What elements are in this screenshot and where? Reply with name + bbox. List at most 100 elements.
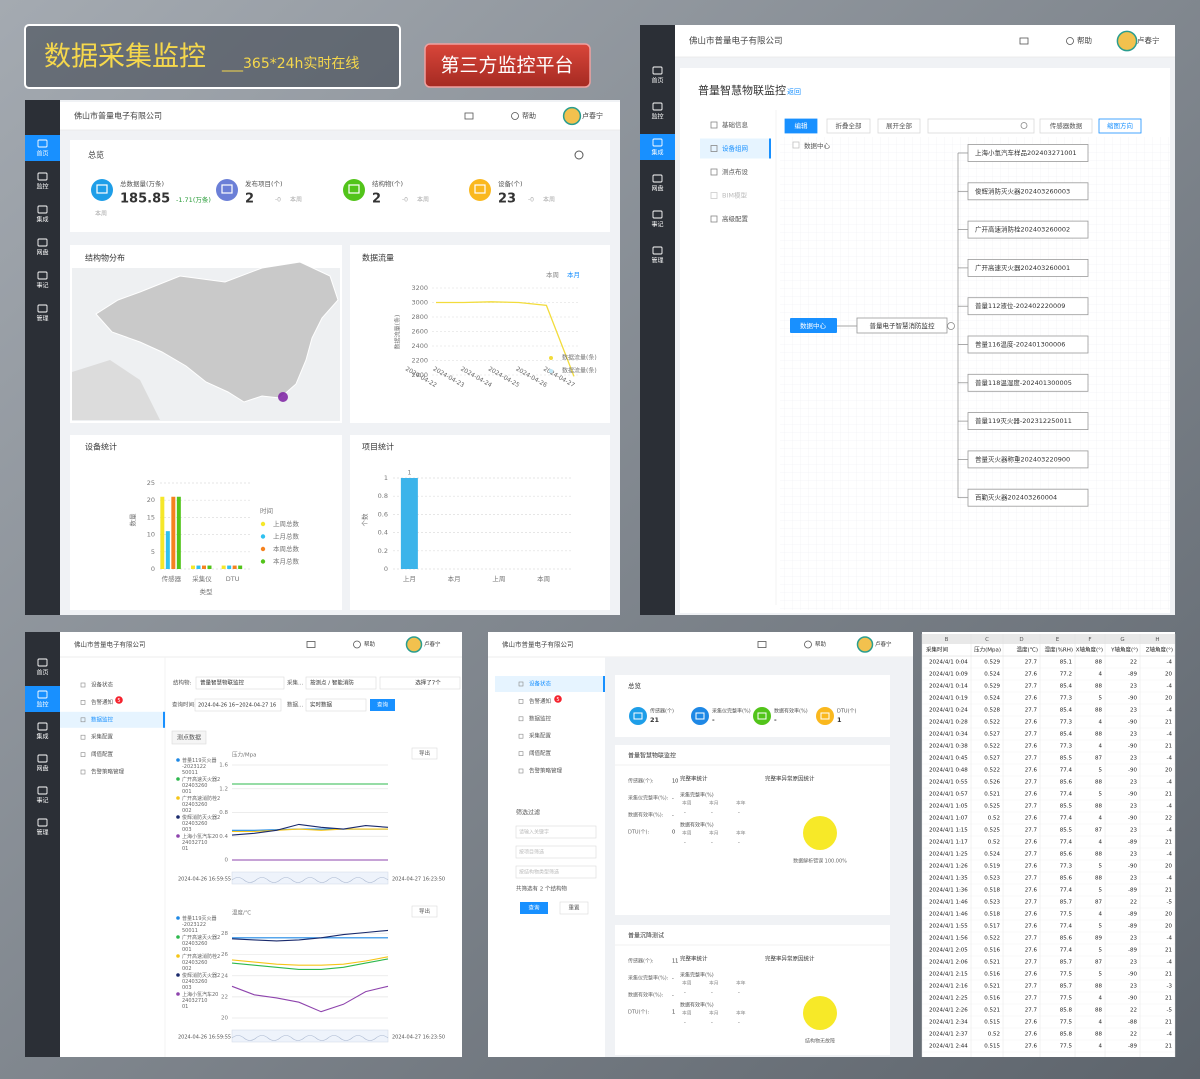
nav-item[interactable]: 首页 xyxy=(36,669,48,677)
device-node[interactable] xyxy=(967,412,1089,431)
tree-node[interactable]: 数据中心 xyxy=(804,141,831,150)
toolbar-button-label[interactable]: 编辑 xyxy=(795,121,809,130)
device-node[interactable] xyxy=(967,450,1089,469)
device-node-label[interactable]: 广开高速消防栓202403260002 xyxy=(975,225,1070,234)
chart-tab[interactable]: 本周 xyxy=(546,270,559,279)
search-box[interactable] xyxy=(927,118,1035,134)
nav-item[interactable]: 集成 xyxy=(36,733,48,741)
device-node-label[interactable]: 广开高速灭火器202403260001 xyxy=(975,263,1070,272)
side-menu-item[interactable]: 数据监控 xyxy=(529,714,552,722)
device-node-label[interactable]: 俊辉消防灭火器202403260003 xyxy=(975,186,1070,195)
query-button[interactable] xyxy=(370,699,395,711)
side-menu-item[interactable]: 告警策略管理 xyxy=(529,767,563,775)
select[interactable] xyxy=(379,676,461,690)
select[interactable] xyxy=(305,698,367,712)
side-menu-item[interactable]: 数据监控 xyxy=(91,715,114,723)
project-node-label[interactable]: 普量电子智慧消防监控 xyxy=(870,321,936,330)
input-placeholder[interactable]: 请输入关键字 xyxy=(519,829,549,836)
tab[interactable] xyxy=(171,730,207,745)
side-menu-item[interactable]: 阈值配置 xyxy=(91,750,114,758)
input-placeholder[interactable]: 按项目筛选 xyxy=(519,849,544,856)
tree-checkbox[interactable] xyxy=(792,141,800,149)
side-menu-item[interactable]: BIM模型 xyxy=(722,191,747,200)
select-value[interactable]: 普量智慧物联监控 xyxy=(200,679,245,687)
reset-button-label[interactable]: 重置 xyxy=(568,904,580,912)
nav-item[interactable]: 管理 xyxy=(651,257,663,265)
nav-item[interactable]: 事记 xyxy=(651,221,663,229)
project-node[interactable] xyxy=(856,317,948,334)
user-name[interactable]: 卢春宁 xyxy=(875,640,892,648)
date-range[interactable] xyxy=(194,698,282,712)
device-node[interactable] xyxy=(967,373,1089,392)
help-link[interactable]: 帮助 xyxy=(815,640,827,648)
user-name[interactable]: 卢春宁 xyxy=(424,640,441,648)
toolbar-button-label[interactable]: 传感器数据 xyxy=(1050,121,1083,130)
nav-item[interactable]: 网盘 xyxy=(651,185,663,193)
query-button-label[interactable]: 查询 xyxy=(528,904,540,912)
side-menu-item[interactable]: 阈值配置 xyxy=(529,749,552,757)
help-link[interactable]: 帮助 xyxy=(364,640,376,648)
device-node-label[interactable]: 普量119灭火器-202312250011 xyxy=(975,416,1072,425)
nav-item[interactable]: 首页 xyxy=(36,150,48,158)
side-menu-item[interactable]: 采集配置 xyxy=(529,732,552,740)
toolbar-button[interactable] xyxy=(784,118,818,134)
device-node-label[interactable]: 上海小氢汽车样品202403271001 xyxy=(975,148,1077,157)
toolbar-button-label[interactable]: 折叠全部 xyxy=(836,121,863,130)
help-link[interactable]: 帮助 xyxy=(522,111,536,120)
device-node-label[interactable]: 普量118温湿度-202401300005 xyxy=(975,378,1072,387)
device-node[interactable] xyxy=(967,144,1089,162)
device-node[interactable] xyxy=(967,258,1089,277)
device-node-label[interactable]: 普量112液位-202402220009 xyxy=(975,301,1065,310)
device-node[interactable] xyxy=(967,220,1089,239)
device-node[interactable] xyxy=(967,335,1089,354)
toolbar-button[interactable] xyxy=(826,118,871,134)
query-button-label[interactable]: 查询 xyxy=(377,701,389,709)
zoom-slider[interactable] xyxy=(231,1029,389,1043)
select-value[interactable]: 按测点 / 智能消防 xyxy=(310,679,354,687)
text-input[interactable] xyxy=(515,845,597,859)
help-link[interactable]: 帮助 xyxy=(1077,35,1092,45)
toolbar-button[interactable] xyxy=(1098,118,1142,134)
device-node-label[interactable]: 百勤灭火器202403260004 xyxy=(975,493,1057,502)
export-button[interactable] xyxy=(411,905,438,918)
platform-button[interactable] xyxy=(424,43,591,88)
nav-item[interactable]: 监控 xyxy=(36,701,48,709)
export-button-label[interactable]: 导出 xyxy=(419,907,430,915)
nav-item[interactable]: 监控 xyxy=(36,183,48,191)
text-input[interactable] xyxy=(515,865,597,879)
root-node-label[interactable]: 数据中心 xyxy=(800,321,827,330)
side-menu-item[interactable]: 告警通知 xyxy=(91,698,113,706)
tab-label[interactable]: 测点数据 xyxy=(177,734,201,742)
select-value[interactable]: 实时数据 xyxy=(310,701,333,709)
query-button[interactable] xyxy=(520,902,548,914)
input-placeholder[interactable]: 按结构物类型筛选 xyxy=(519,869,559,876)
export-button[interactable] xyxy=(411,747,438,760)
export-button-label[interactable]: 导出 xyxy=(419,749,430,757)
nav-item[interactable]: 管理 xyxy=(36,315,48,323)
side-menu-item[interactable]: 高级配置 xyxy=(722,214,749,223)
select[interactable] xyxy=(305,676,377,690)
select-value[interactable]: 选择了7个 xyxy=(415,679,441,687)
nav-item[interactable]: 网盘 xyxy=(36,249,48,257)
nav-item[interactable]: 监控 xyxy=(651,113,663,121)
date-range-value[interactable]: 2024-04-26 16~2024-04-27 16 xyxy=(198,703,276,709)
toolbar-button-label[interactable]: 展开全部 xyxy=(886,121,913,130)
side-menu-item[interactable]: 测点布设 xyxy=(722,167,749,176)
nav-item[interactable]: 集成 xyxy=(36,216,48,224)
chart-tab[interactable]: 本月 xyxy=(567,270,580,279)
user-name[interactable]: 卢春宁 xyxy=(582,111,603,120)
side-menu-item[interactable]: 告警通知 xyxy=(529,697,551,705)
text-input[interactable] xyxy=(515,825,597,839)
toolbar-button[interactable] xyxy=(1039,118,1093,134)
side-menu-item[interactable]: 设备组网 xyxy=(722,144,748,153)
nav-item[interactable]: 事记 xyxy=(36,797,48,805)
select[interactable] xyxy=(195,676,285,690)
side-menu-item[interactable]: 设备状态 xyxy=(529,680,552,688)
nav-item[interactable]: 管理 xyxy=(36,829,48,837)
toolbar-button-label[interactable]: 缩图方向 xyxy=(1107,121,1133,130)
user-name[interactable]: 卢春宁 xyxy=(1137,35,1160,45)
zoom-slider[interactable] xyxy=(231,871,389,885)
device-node-label[interactable]: 普量116温度-202401300006 xyxy=(975,340,1065,349)
side-menu-item[interactable]: 采集配置 xyxy=(91,733,114,741)
device-node[interactable] xyxy=(967,488,1089,507)
